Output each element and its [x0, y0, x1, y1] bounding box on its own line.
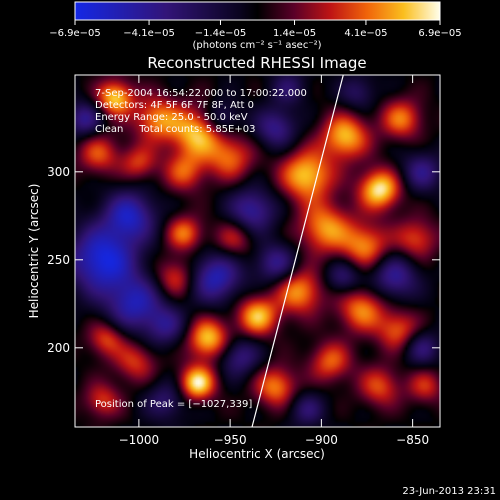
colorbar-tick-label: 1.4e−05 — [273, 28, 316, 39]
x-tick-label: −1000 — [119, 433, 160, 447]
colorbar-tick-label: −1.4e−05 — [195, 28, 247, 39]
limb-line — [251, 74, 344, 428]
colorbar-tick-label: −4.1e−05 — [123, 28, 175, 39]
annotation-clean-counts: Clean Total counts: 5.85E+03 — [95, 124, 255, 135]
annotations: 7-Sep-2004 16:54:22.000 to 17:00:22.000 … — [95, 88, 307, 410]
colorbar: −6.9e−05 −4.1e−05 −1.4e−05 1.4e−05 4.1e−05 6.… — [49, 1, 462, 51]
x-tick-label: −850 — [396, 433, 429, 447]
colorbar-ticks: −6.9e−05 −4.1e−05 −1.4e−05 1.4e−05 4.1e−05 6.… — [49, 20, 462, 39]
heatmap-image — [75, 75, 440, 427]
colorbar-units: (photons cm⁻² s⁻¹ asec⁻²) — [192, 40, 321, 51]
x-axis-label: Heliocentric X (arcsec) — [189, 447, 325, 461]
y-axis-label: Heliocentric Y (arcsec) — [27, 184, 41, 319]
colorbar-gradient — [74, 1, 441, 21]
colorbar-tick-label: 6.9e−05 — [418, 28, 461, 39]
annotation-detectors: Detectors: 4F 5F 6F 7F 8F, Att 0 — [95, 100, 254, 111]
chart-title: Reconstructed RHESSI Image — [147, 54, 366, 72]
axis-ticks: −1000 −950 −900 −850 200 250 300 — [47, 75, 440, 447]
x-tick-label: −950 — [214, 433, 247, 447]
y-tick-label: 300 — [47, 165, 70, 179]
x-tick-label: −900 — [305, 433, 338, 447]
y-tick-label: 250 — [47, 253, 70, 267]
annotation-energy-range: Energy Range: 25.0 - 50.0 keV — [95, 112, 248, 123]
annotation-time-range: 7-Sep-2004 16:54:22.000 to 17:00:22.000 — [95, 88, 307, 99]
y-tick-label: 200 — [47, 341, 70, 355]
peak-position-label: Position of Peak = [−1027,339] — [95, 399, 252, 410]
plot-area: −1000 −950 −900 −850 200 250 300 — [47, 74, 441, 447]
colorbar-tick-label: 4.1e−05 — [344, 28, 387, 39]
colorbar-tick-label: −6.9e−05 — [49, 28, 101, 39]
solar-limb-line — [251, 74, 344, 428]
footer-timestamp: 23-Jun-2013 23:31 — [402, 486, 496, 497]
plot-frame — [74, 74, 441, 428]
